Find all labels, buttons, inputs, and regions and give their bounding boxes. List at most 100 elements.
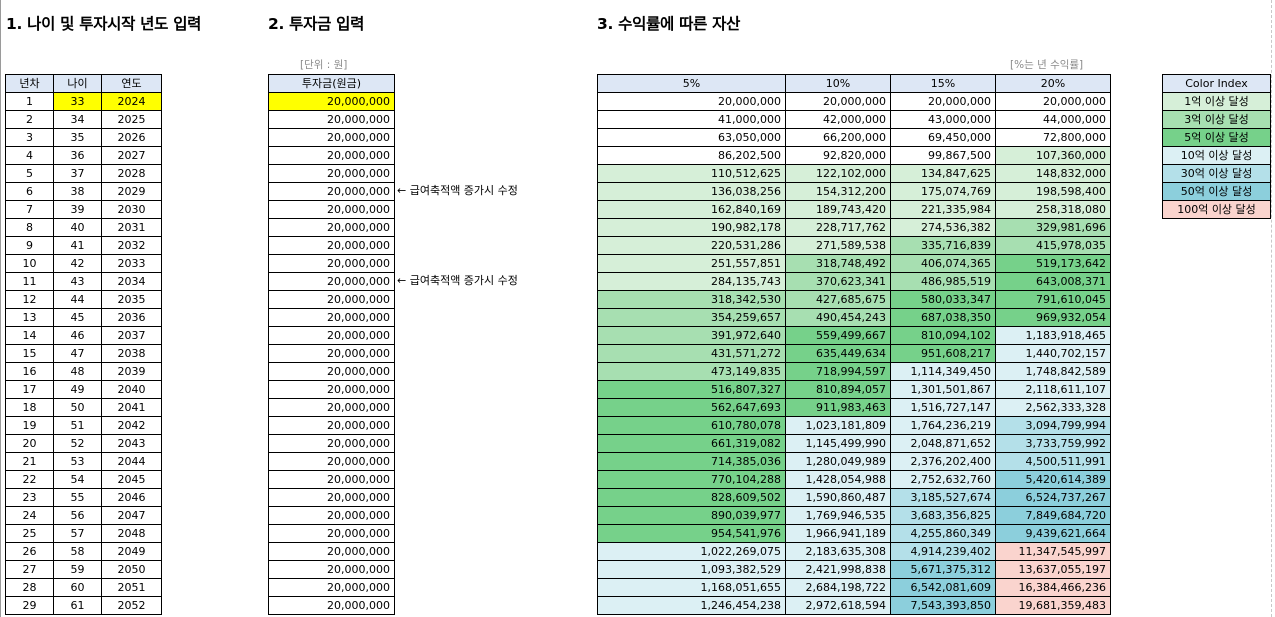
asset-cell-rate-10[interactable]: 318,748,492 [785, 254, 891, 273]
calendar-year-cell[interactable]: 2044 [101, 452, 162, 471]
year-count-cell[interactable]: 1 [5, 92, 54, 111]
calendar-year-cell[interactable]: 2026 [101, 128, 162, 147]
asset-cell-rate-15[interactable]: 1,114,349,450 [890, 362, 996, 381]
asset-cell-rate-5[interactable]: 190,982,178 [597, 218, 786, 237]
year-count-cell[interactable]: 26 [5, 542, 54, 561]
asset-cell-rate-15[interactable]: 221,335,984 [890, 200, 996, 219]
calendar-year-cell[interactable]: 2045 [101, 470, 162, 489]
calendar-year-cell[interactable]: 2034 [101, 272, 162, 291]
year-count-cell[interactable]: 29 [5, 596, 54, 615]
calendar-year-cell[interactable]: 2033 [101, 254, 162, 273]
asset-cell-rate-5[interactable]: 562,647,693 [597, 398, 786, 417]
age-cell[interactable]: 57 [53, 524, 102, 543]
asset-cell-rate-15[interactable]: 99,867,500 [890, 146, 996, 165]
principal-cell[interactable]: 20,000,000 [268, 344, 395, 363]
principal-cell[interactable]: 20,000,000 [268, 560, 395, 579]
asset-cell-rate-5[interactable]: 661,319,082 [597, 434, 786, 453]
asset-cell-rate-5[interactable]: 391,972,640 [597, 326, 786, 345]
asset-cell-rate-10[interactable]: 1,428,054,988 [785, 470, 891, 489]
year-count-cell[interactable]: 4 [5, 146, 54, 165]
calendar-year-cell[interactable]: 2051 [101, 578, 162, 597]
age-cell[interactable]: 54 [53, 470, 102, 489]
asset-cell-rate-20[interactable]: 4,500,511,991 [995, 452, 1111, 471]
asset-cell-rate-10[interactable]: 1,145,499,990 [785, 434, 891, 453]
asset-cell-rate-10[interactable]: 370,623,341 [785, 272, 891, 291]
asset-cell-rate-20[interactable]: 16,384,466,236 [995, 578, 1111, 597]
asset-cell-rate-20[interactable]: 643,008,371 [995, 272, 1111, 291]
asset-cell-rate-10[interactable]: 2,183,635,308 [785, 542, 891, 561]
asset-cell-rate-15[interactable]: 810,094,102 [890, 326, 996, 345]
asset-cell-rate-5[interactable]: 890,039,977 [597, 506, 786, 525]
principal-cell[interactable]: 20,000,000 [268, 542, 395, 561]
asset-cell-rate-10[interactable]: 1,280,049,989 [785, 452, 891, 471]
asset-cell-rate-20[interactable]: 3,733,759,992 [995, 434, 1111, 453]
age-cell[interactable]: 52 [53, 434, 102, 453]
asset-cell-rate-20[interactable]: 2,118,611,107 [995, 380, 1111, 399]
asset-cell-rate-15[interactable]: 687,038,350 [890, 308, 996, 327]
asset-cell-rate-15[interactable]: 580,033,347 [890, 290, 996, 309]
calendar-year-cell[interactable]: 2042 [101, 416, 162, 435]
calendar-year-cell[interactable]: 2027 [101, 146, 162, 165]
asset-cell-rate-10[interactable]: 490,454,243 [785, 308, 891, 327]
asset-cell-rate-10[interactable]: 2,684,198,722 [785, 578, 891, 597]
calendar-year-cell[interactable]: 2039 [101, 362, 162, 381]
age-cell[interactable]: 43 [53, 272, 102, 291]
age-cell[interactable]: 41 [53, 236, 102, 255]
header-principal[interactable]: 투자금(원금) [268, 74, 395, 93]
header-age[interactable]: 나이 [53, 74, 102, 93]
asset-cell-rate-20[interactable]: 258,318,080 [995, 200, 1111, 219]
age-cell[interactable]: 60 [53, 578, 102, 597]
year-count-cell[interactable]: 27 [5, 560, 54, 579]
asset-cell-rate-20[interactable]: 107,360,000 [995, 146, 1111, 165]
header-calendar-year[interactable]: 연도 [101, 74, 162, 93]
year-count-cell[interactable]: 21 [5, 452, 54, 471]
asset-cell-rate-10[interactable]: 122,102,000 [785, 164, 891, 183]
asset-cell-rate-20[interactable]: 7,849,684,720 [995, 506, 1111, 525]
asset-cell-rate-5[interactable]: 473,149,835 [597, 362, 786, 381]
year-count-cell[interactable]: 18 [5, 398, 54, 417]
asset-cell-rate-20[interactable]: 329,981,696 [995, 218, 1111, 237]
principal-cell[interactable]: 20,000,000 [268, 308, 395, 327]
asset-cell-rate-5[interactable]: 318,342,530 [597, 290, 786, 309]
asset-cell-rate-10[interactable]: 42,000,000 [785, 110, 891, 129]
asset-cell-rate-5[interactable]: 1,022,269,075 [597, 542, 786, 561]
asset-cell-rate-5[interactable]: 220,531,286 [597, 236, 786, 255]
principal-cell[interactable]: 20,000,000 [268, 326, 395, 345]
year-count-cell[interactable]: 15 [5, 344, 54, 363]
header-rate-15[interactable]: 15% [890, 74, 996, 93]
asset-cell-rate-15[interactable]: 486,985,519 [890, 272, 996, 291]
asset-cell-rate-15[interactable]: 7,543,393,850 [890, 596, 996, 615]
age-cell[interactable]: 34 [53, 110, 102, 129]
asset-cell-rate-20[interactable]: 9,439,621,664 [995, 524, 1111, 543]
asset-cell-rate-10[interactable]: 1,966,941,189 [785, 524, 891, 543]
asset-cell-rate-10[interactable]: 92,820,000 [785, 146, 891, 165]
age-cell[interactable]: 44 [53, 290, 102, 309]
asset-cell-rate-20[interactable]: 11,347,545,997 [995, 542, 1111, 561]
asset-cell-rate-20[interactable]: 72,800,000 [995, 128, 1111, 147]
principal-cell[interactable]: 20,000,000 [268, 92, 395, 111]
asset-cell-rate-5[interactable]: 770,104,288 [597, 470, 786, 489]
principal-cell[interactable]: 20,000,000 [268, 578, 395, 597]
asset-cell-rate-15[interactable]: 2,376,202,400 [890, 452, 996, 471]
asset-cell-rate-15[interactable]: 406,074,365 [890, 254, 996, 273]
age-cell[interactable]: 59 [53, 560, 102, 579]
header-year-count[interactable]: 년차 [5, 74, 54, 93]
age-cell[interactable]: 58 [53, 542, 102, 561]
asset-cell-rate-10[interactable]: 2,421,998,838 [785, 560, 891, 579]
principal-cell[interactable]: 20,000,000 [268, 290, 395, 309]
age-cell[interactable]: 40 [53, 218, 102, 237]
asset-cell-rate-5[interactable]: 20,000,000 [597, 92, 786, 111]
asset-cell-rate-20[interactable]: 415,978,035 [995, 236, 1111, 255]
asset-cell-rate-10[interactable]: 66,200,000 [785, 128, 891, 147]
header-rate-5[interactable]: 5% [597, 74, 786, 93]
asset-cell-rate-5[interactable]: 516,807,327 [597, 380, 786, 399]
year-count-cell[interactable]: 6 [5, 182, 54, 201]
asset-cell-rate-5[interactable]: 828,609,502 [597, 488, 786, 507]
asset-cell-rate-20[interactable]: 13,637,055,197 [995, 560, 1111, 579]
legend-item[interactable]: 5억 이상 달성 [1162, 128, 1271, 147]
asset-cell-rate-5[interactable]: 954,541,976 [597, 524, 786, 543]
year-count-cell[interactable]: 10 [5, 254, 54, 273]
asset-cell-rate-10[interactable]: 189,743,420 [785, 200, 891, 219]
age-cell[interactable]: 39 [53, 200, 102, 219]
asset-cell-rate-10[interactable]: 635,449,634 [785, 344, 891, 363]
